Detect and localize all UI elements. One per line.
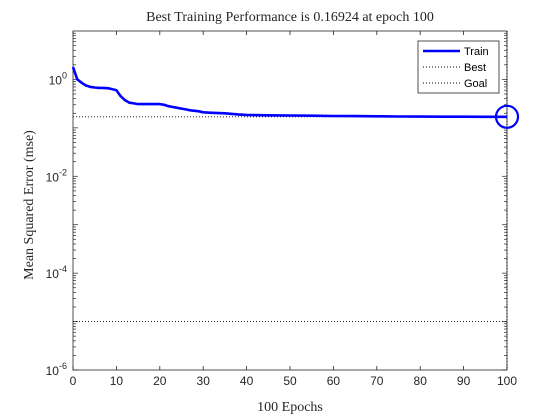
legend: Train Best Goal	[417, 40, 500, 94]
x-tick-label: 100	[497, 374, 517, 388]
legend-box	[417, 40, 500, 94]
y-tick-label: 100	[49, 70, 67, 87]
chart-title: Best Training Performance is 0.16924 at …	[146, 10, 434, 25]
train-line	[71, 66, 507, 119]
y-tick-label: 10-4	[46, 264, 67, 281]
legend-label-goal: Goal	[464, 78, 487, 90]
y-axis-label: Mean Squared Error (mse)	[22, 130, 37, 280]
legend-label-best: Best	[464, 62, 486, 74]
x-tick-label: 50	[283, 374, 297, 388]
best-marker	[494, 104, 520, 129]
x-tick-label: 40	[240, 374, 254, 388]
x-tick-label: 30	[197, 374, 211, 388]
x-tick-label: 80	[414, 374, 428, 388]
y-tick-label: 10-6	[46, 361, 67, 378]
x-tick-label: 10	[110, 374, 124, 388]
x-tick-label: 60	[327, 374, 341, 388]
legend-label-train: Train	[464, 46, 489, 58]
x-tick-label: 20	[153, 374, 167, 388]
y-tick-label: 10-2	[46, 167, 67, 184]
x-axis-label: 100 Epochs	[257, 400, 323, 415]
x-tick-label: 90	[457, 374, 471, 388]
x-tick-label: 0	[70, 374, 77, 388]
x-tick-label: 70	[370, 374, 384, 388]
plot-area: 0 10 20 30 40 50 60 70 80 90 100 100 10-2 10-4 10-6 Tra…	[46, 30, 520, 388]
